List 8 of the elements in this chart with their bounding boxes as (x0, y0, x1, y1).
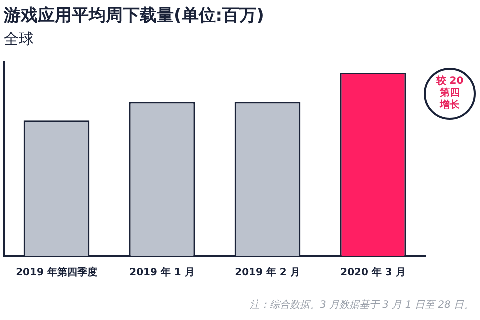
chart-title: 游戏应用平均周下载量(单位:百万) (4, 5, 264, 27)
x-tick-label: 2019 年 1 月 (130, 266, 195, 279)
x-tick-label: 2019 年 2 月 (235, 266, 300, 279)
x-tick-label: 2019 年第四季度 (16, 266, 98, 279)
text: 注：综合数据。3 月数据基于 3 月 1 日至 28 日。 (250, 298, 474, 312)
circle-callout: 较 20第四增长 (424, 68, 476, 120)
x-tick-label: 2020 年 3 月 (340, 266, 406, 279)
chart-subtitle: 全球 (4, 30, 34, 49)
